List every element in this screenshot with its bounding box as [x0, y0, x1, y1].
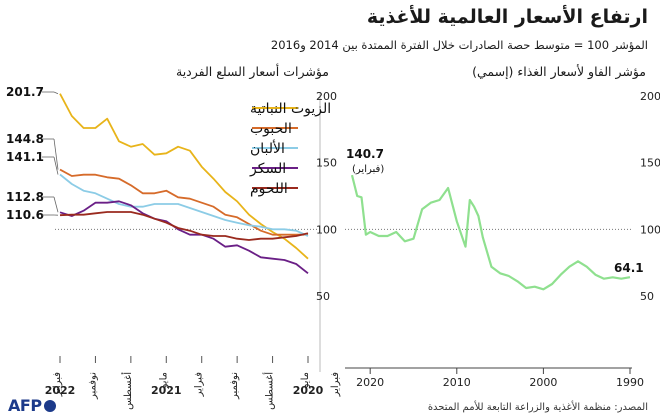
right-y-tick-label: 100: [640, 223, 660, 236]
legend-label-meat: اللحوم: [250, 181, 288, 197]
end-value-label-dairy: 141.1: [6, 150, 44, 164]
right-panel-title: مؤشر الفاو لأسعار الغذاء (إسمي): [472, 64, 646, 79]
end-value-label-cereals: 144.8: [6, 132, 44, 146]
year-label-2021: 2021: [151, 384, 182, 397]
end-value-leader: [53, 156, 59, 175]
series-line-meat: [59, 211, 309, 241]
left-x-tick-label: أغسطس: [263, 372, 276, 410]
end-value-leader: [53, 138, 59, 170]
right-x-tick-label: 2010: [443, 376, 471, 389]
legend-label-cereals: الحبوب: [250, 121, 292, 137]
right-x-start-month: فبراير: [330, 372, 341, 398]
legend-label-sugar: السكر: [249, 161, 286, 177]
right-y-tick-label: 150: [640, 157, 660, 170]
source-note: المصدر: منظمة الأغذية والزراعة التابعة ل…: [427, 402, 648, 413]
fao-index-line: [350, 174, 631, 291]
left-panel-title: مؤشرات أسعار السلع الفردية: [176, 64, 329, 79]
series-line-cereals: [59, 168, 308, 236]
left-x-tick-label: فبراير: [52, 372, 63, 398]
left-x-tick-label: مايو: [300, 372, 311, 389]
annotation-latest-month: (فبراير): [352, 164, 384, 175]
annotation-latest-value: 140.7: [346, 147, 384, 161]
legend-label-dairy: الألبان: [250, 139, 285, 157]
left-x-tick-label: نوفمبر: [229, 372, 240, 400]
afp-logo: AFP: [8, 396, 56, 415]
left-y-tick-label: 100: [316, 223, 337, 236]
right-x-tick-label: 2000: [529, 376, 557, 389]
left-y-tick-label: 50: [316, 290, 330, 303]
right-x-tick-label: 1990: [616, 376, 644, 389]
end-value-label-vegetable_oils: 201.7: [6, 85, 44, 99]
left-x-tick-label: أغسطس: [121, 372, 134, 410]
left-x-tick-label: نوفمبر: [87, 372, 98, 400]
right-y-tick-label: 50: [640, 290, 654, 303]
end-value-label-sugar: 112.8: [6, 190, 44, 204]
chart-subtitle: المؤشر 100 = متوسط حصة الصادرات خلال الف…: [270, 38, 648, 52]
year-label-2022: 2022: [45, 384, 76, 397]
legend-label-vegetable_oils: الزيوت النباتية: [250, 101, 331, 117]
left-y-tick-label: 200: [316, 90, 337, 103]
left-x-tick-label: فبراير: [194, 372, 205, 398]
year-label-2020: 2020: [293, 384, 324, 397]
end-value-leader: [53, 196, 59, 213]
right-x-tick-label: 2020: [356, 376, 384, 389]
left-y-tick-label: 150: [316, 157, 337, 170]
chart-title: ارتفاع الأسعار العالمية للأغذية: [366, 6, 648, 28]
end-value-label-meat: 110.6: [6, 208, 44, 222]
annotation-start-value: 64.1: [614, 261, 644, 275]
series-line-dairy: [59, 173, 309, 237]
left-x-tick-label: مايو: [158, 372, 169, 389]
right-y-tick-label: 200: [640, 90, 660, 103]
end-value-leader: [53, 91, 59, 95]
series-line-sugar: [59, 200, 309, 275]
